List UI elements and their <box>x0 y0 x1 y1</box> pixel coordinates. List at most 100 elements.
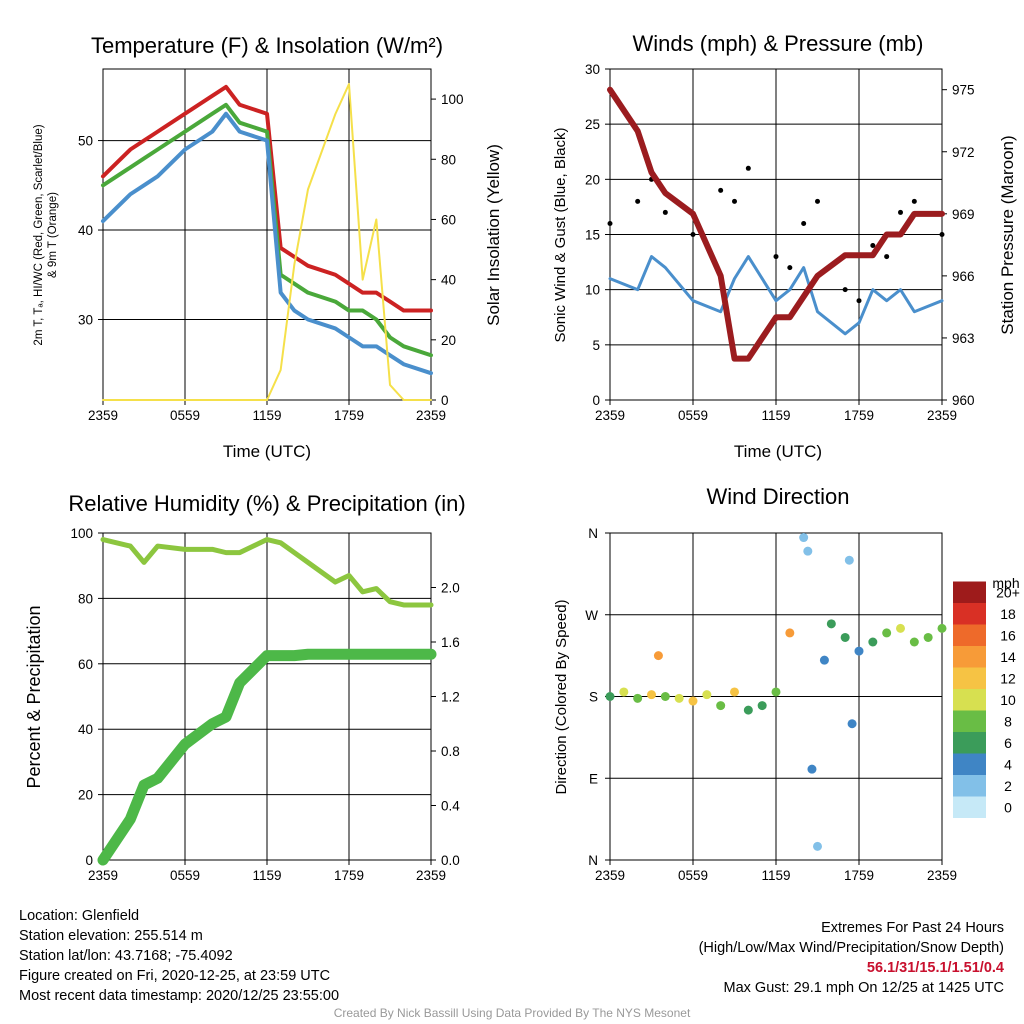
dir-point <box>840 632 850 642</box>
wind-xlabel: Time (UTC) <box>734 442 822 461</box>
wind-y2tick-label: 969 <box>952 207 975 222</box>
dir-point <box>702 690 712 700</box>
rh-y2tick-label: 1.6 <box>441 635 460 650</box>
wind-gust-point <box>635 198 641 204</box>
dir-ytick-label: S <box>589 690 598 705</box>
wind-gust-point <box>690 232 696 237</box>
wind-gust-point <box>607 220 613 226</box>
temp-xtick-label: 2359 <box>88 408 118 423</box>
wind-gust-point <box>787 265 793 271</box>
dir-legend-label: 0 <box>1004 799 1012 815</box>
dir-point <box>660 692 670 701</box>
rh-ylabel: Percent & Precipitation <box>24 605 44 788</box>
dir-legend-label: 18 <box>1000 606 1016 622</box>
station-info: Location: Glenfield Station elevation: 2… <box>19 906 339 1006</box>
dir-legend-swatch <box>953 710 986 732</box>
dir-point <box>674 693 684 703</box>
dir-ylabel: Direction (Colored By Speed) <box>553 599 570 794</box>
temp-xtick-label: 1759 <box>334 408 364 423</box>
dir-point <box>896 623 905 633</box>
wind-ytick-label: 20 <box>585 172 600 187</box>
rh-ytick-label: 40 <box>78 722 93 737</box>
wind-ytick-label: 0 <box>592 393 600 408</box>
rh-y2tick-label: 2.0 <box>441 581 460 596</box>
dir-point <box>688 696 698 706</box>
wind-y2tick-label: 963 <box>952 331 975 346</box>
wind-gust-point <box>662 209 668 215</box>
dir-point <box>868 637 878 647</box>
wind-gust-point <box>773 254 779 260</box>
wind-gust-point <box>842 287 848 293</box>
dir-ytick-label: E <box>589 771 598 786</box>
dir-legend-swatch <box>953 796 986 818</box>
temp-y2tick-label: 0 <box>441 393 449 408</box>
dir-legend-swatch <box>953 753 986 775</box>
dir-legend-swatch <box>953 624 986 646</box>
wind-xtick-label: 2359 <box>927 408 957 423</box>
dir-ytick-label: N <box>588 526 598 541</box>
dir-point <box>633 693 643 703</box>
rh-ytick-label: 100 <box>70 526 93 541</box>
dir-xtick-label: 0559 <box>678 868 708 883</box>
dir-ytick-label: N <box>588 853 598 868</box>
dir-legend-label: 4 <box>1004 756 1012 772</box>
dir-legend-swatch <box>953 667 986 689</box>
temp-y2label: Solar Insolation (Yellow) <box>484 144 503 326</box>
wind-xtick-label: 1159 <box>761 408 790 423</box>
temp-series-blue <box>101 111 433 376</box>
rh-xtick-label: 2359 <box>88 868 118 883</box>
wind-xtick-label: 2359 <box>595 408 625 423</box>
wind-xtick-label: 0559 <box>678 408 708 423</box>
dir-point <box>813 841 822 851</box>
rh-y2tick-label: 0.4 <box>441 799 460 814</box>
dir-point <box>807 764 817 774</box>
rh-ytick-label: 60 <box>78 657 93 672</box>
temp-xtick-label: 0559 <box>170 408 200 423</box>
temp-y2tick-label: 100 <box>441 92 464 107</box>
dir-legend-title: mph <box>992 575 1019 591</box>
dir-xtick-label: 1759 <box>844 868 874 883</box>
dir-point <box>743 705 753 715</box>
dir-point <box>653 651 663 661</box>
wind-ytick-label: 5 <box>592 338 600 353</box>
dir-point <box>716 701 726 711</box>
temp-xtick-label: 2359 <box>416 408 446 423</box>
temp-ytick-label: 40 <box>78 223 93 238</box>
extremes-title: Extremes For Past 24 Hours <box>821 920 1004 936</box>
dir-point <box>799 533 809 543</box>
extremes-info: Extremes For Past 24 Hours (High/Low/Max… <box>699 918 1004 998</box>
temp-ytick-label: 30 <box>78 312 93 327</box>
wind-gust-point <box>870 243 876 249</box>
wind-y2tick-label: 960 <box>952 393 975 408</box>
dir-legend-swatch <box>953 603 986 625</box>
wind-gust-point <box>815 198 820 204</box>
rh-ytick-label: 80 <box>78 591 93 606</box>
elevation-text: Station elevation: 255.514 m <box>19 928 203 944</box>
rh-xtick-label: 1759 <box>334 868 364 883</box>
temp-xlabel: Time (UTC) <box>223 442 311 461</box>
dir-legend-swatch <box>953 732 986 754</box>
wind-y2tick-label: 972 <box>952 145 975 160</box>
latlon-text: Station lat/lon: 43.7168; -75.4092 <box>19 948 233 964</box>
rh-ytick-label: 0 <box>85 853 93 868</box>
max-gust-text: Max Gust: 29.1 mph On 12/25 at 1425 UTC <box>723 980 1004 996</box>
dir-point <box>803 546 813 556</box>
temp-y2tick-label: 20 <box>441 333 456 348</box>
temp-series-yellow <box>102 83 432 401</box>
wind-ytick-label: 15 <box>585 228 600 243</box>
wind-ytick-label: 30 <box>585 62 600 77</box>
rh-y2tick-label: 0.0 <box>441 853 460 868</box>
dir-point <box>826 619 836 629</box>
temp-xtick-label: 1159 <box>252 408 281 423</box>
temp-ylabel: 2m T, Tₐ, HI/WC (Red, Green, Scarlet/Blu… <box>33 124 45 345</box>
extremes-desc: (High/Low/Max Wind/Precipitation/Snow De… <box>698 940 1004 956</box>
dir-point <box>923 632 933 642</box>
dir-legend-label: 10 <box>1000 692 1016 708</box>
rh-ytick-label: 20 <box>78 788 93 803</box>
dir-point <box>785 628 795 638</box>
temp-y2tick-label: 80 <box>441 152 456 167</box>
dir-legend-label: 8 <box>1004 713 1012 729</box>
dir-point <box>819 655 829 665</box>
wind-gust-point <box>911 198 917 204</box>
